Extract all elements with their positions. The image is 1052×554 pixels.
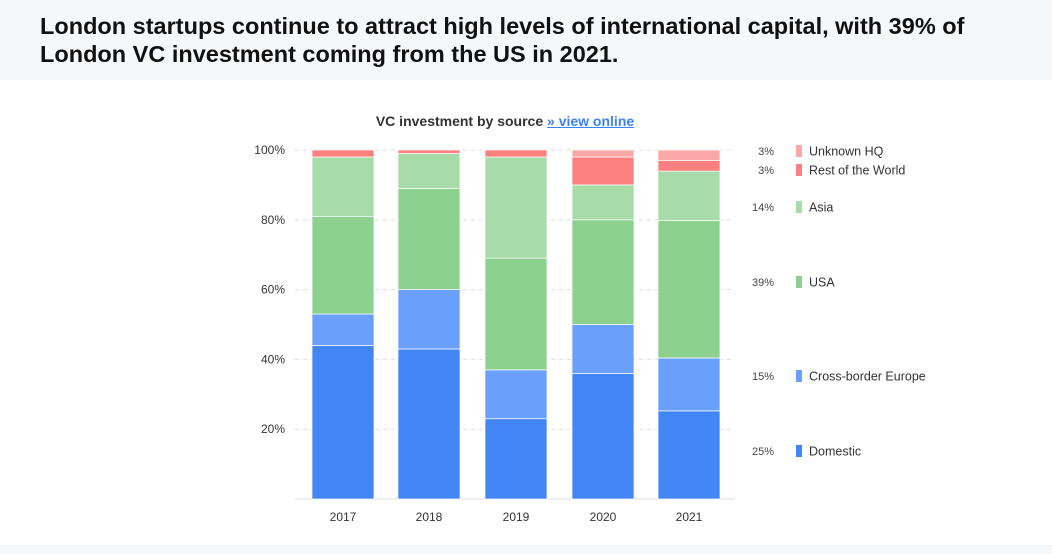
legend-label: USA <box>809 276 835 290</box>
bar-segment-usa <box>657 220 721 359</box>
bar-segment-unknown-hq <box>571 149 635 158</box>
bar-segment-unknown-hq <box>657 149 721 161</box>
legend-label: Rest of the World <box>809 164 905 178</box>
headline: London startups continue to attract high… <box>40 13 965 67</box>
bar-segment-usa <box>571 219 635 325</box>
x-tick-label: 2017 <box>330 510 357 524</box>
y-tick-label: 20% <box>261 422 285 436</box>
x-tick-label: 2019 <box>503 510 530 524</box>
bar-segment-domestic <box>657 410 721 500</box>
bar-segment-rest-of-the-world <box>657 160 721 172</box>
x-tick-label: 2018 <box>416 510 443 524</box>
bar-segment-asia <box>484 156 548 259</box>
bar-segment-cross-border-europe <box>571 324 635 374</box>
bar-segment-domestic <box>397 348 461 500</box>
view-online-link[interactable]: » view online <box>547 113 635 129</box>
bar-segment-asia <box>311 156 375 217</box>
bar-segment-rest-of-the-world <box>571 156 635 186</box>
legend-swatch <box>796 145 802 157</box>
bar-segment-cross-border-europe <box>484 369 548 420</box>
chart-title-text: VC investment by source <box>375 113 544 129</box>
bar-segment-asia <box>571 184 635 221</box>
legend-value: 39% <box>752 277 774 289</box>
bar-segment-cross-border-europe <box>657 357 721 412</box>
legend-swatch <box>796 164 802 176</box>
bar-segment-asia <box>397 153 461 189</box>
bar-segment-asia <box>657 170 721 221</box>
legend-label: Domestic <box>809 445 861 459</box>
bar-segment-cross-border-europe <box>311 313 375 346</box>
legend-swatch <box>796 370 802 382</box>
legend-value: 25% <box>752 446 774 458</box>
legend-swatch <box>796 445 802 457</box>
bar-segment-domestic <box>484 418 548 500</box>
chart-title: VC investment by source » view online <box>0 113 1010 129</box>
y-tick-label: 80% <box>261 213 285 227</box>
bar-segment-usa <box>311 215 375 315</box>
bar-segment-domestic <box>311 345 375 500</box>
legend-swatch <box>796 201 802 213</box>
y-tick-label: 100% <box>254 143 285 157</box>
x-tick-label: 2020 <box>590 510 617 524</box>
legend-swatch <box>796 276 802 288</box>
footer-strip <box>0 545 1052 554</box>
bar-segment-rest-of-the-world <box>397 149 461 154</box>
legend-value: 3% <box>758 146 774 158</box>
bar-segment-cross-border-europe <box>397 289 461 350</box>
y-tick-label: 60% <box>261 283 285 297</box>
legend-label: Asia <box>809 201 833 215</box>
legend-value: 14% <box>752 202 774 214</box>
y-tick-label: 40% <box>261 352 285 366</box>
bar-segment-usa <box>484 257 548 371</box>
bar-segment-domestic <box>571 373 635 500</box>
legend-label: Unknown HQ <box>809 145 884 159</box>
bar-segment-usa <box>397 188 461 290</box>
bar-segment-rest-of-the-world <box>484 149 548 158</box>
headline-banner: London startups continue to attract high… <box>0 0 1052 80</box>
legend-label: Cross-border Europe <box>809 370 926 384</box>
legend-value: 3% <box>758 165 774 177</box>
x-tick-label: 2021 <box>676 510 703 524</box>
legend-value: 15% <box>752 371 774 383</box>
bar-segment-rest-of-the-world <box>311 149 375 158</box>
